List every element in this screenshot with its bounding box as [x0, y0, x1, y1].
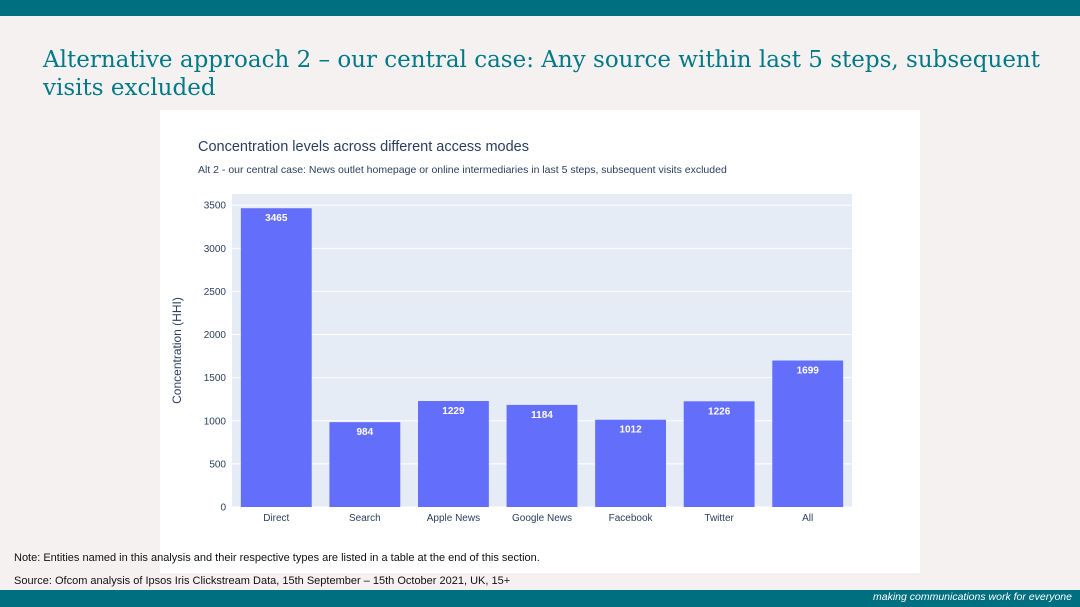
x-axis-ticks: Direct Search Apple News Google News Faceboo…: [263, 513, 813, 524]
x-tick-label: Direct: [263, 513, 289, 524]
x-tick-label: Apple News: [427, 513, 480, 524]
x-tick-label: Search: [349, 513, 381, 524]
y-tick-label: 0: [220, 503, 226, 514]
slide-title: Alternative approach 2 – our central cas…: [43, 47, 1040, 101]
bar-value-label: 984: [357, 427, 374, 438]
chart-title: Concentration levels across different ac…: [198, 139, 529, 155]
bar: [506, 404, 578, 507]
tagline-emphasis: for everyone: [1013, 591, 1072, 603]
y-tick-label: 2000: [204, 330, 227, 341]
tagline: making communications work for everyone: [873, 591, 1072, 603]
tagline-prefix: making communications work: [872, 591, 1014, 603]
bar-value-label: 1012: [619, 425, 642, 436]
bar: [418, 401, 489, 507]
bar-value-label: 1226: [708, 406, 731, 417]
bar: [772, 360, 844, 507]
bar: [595, 419, 666, 507]
y-tick-label: 2500: [204, 287, 227, 298]
chart-card: Concentration levels across different ac…: [160, 110, 920, 573]
bar-value-label: 3465: [265, 213, 288, 224]
bar-value-label: 1699: [797, 366, 820, 377]
bar: [329, 422, 401, 507]
bar-value-label: 1229: [442, 406, 465, 417]
bar: [683, 401, 755, 507]
y-tick-label: 1500: [204, 373, 227, 384]
y-tick-label: 3000: [204, 244, 227, 255]
bar-value-label: 1184: [531, 410, 553, 421]
source-text: Source: Ofcom analysis of Ipsos Iris Cli…: [14, 575, 511, 587]
x-tick-label: Google News: [512, 513, 572, 524]
bars: [240, 208, 844, 507]
x-tick-label: Facebook: [609, 513, 654, 524]
data-labels: 3465 984 1229 1184 1012 1226 1699: [265, 213, 819, 438]
y-tick-label: 3500: [204, 201, 227, 212]
chart-subtitle: Alt 2 - our central case: News outlet ho…: [198, 164, 727, 176]
top-brand-bar: [0, 0, 1080, 16]
bar: [240, 208, 312, 507]
x-tick-label: All: [802, 513, 813, 524]
bar-chart: Concentration levels across different ac…: [170, 139, 852, 524]
y-axis-title: Concentration (HHI): [170, 297, 184, 404]
y-tick-label: 500: [209, 459, 226, 470]
note-text: Note: Entities named in this analysis an…: [14, 552, 540, 564]
bottom-brand-bar: making communications work for everyone: [0, 590, 1080, 607]
x-tick-label: Twitter: [704, 513, 734, 524]
y-tick-label: 1000: [204, 416, 227, 427]
y-axis-ticks: 0 500 1000 1500 2000 2500 3000 3500: [204, 201, 227, 514]
